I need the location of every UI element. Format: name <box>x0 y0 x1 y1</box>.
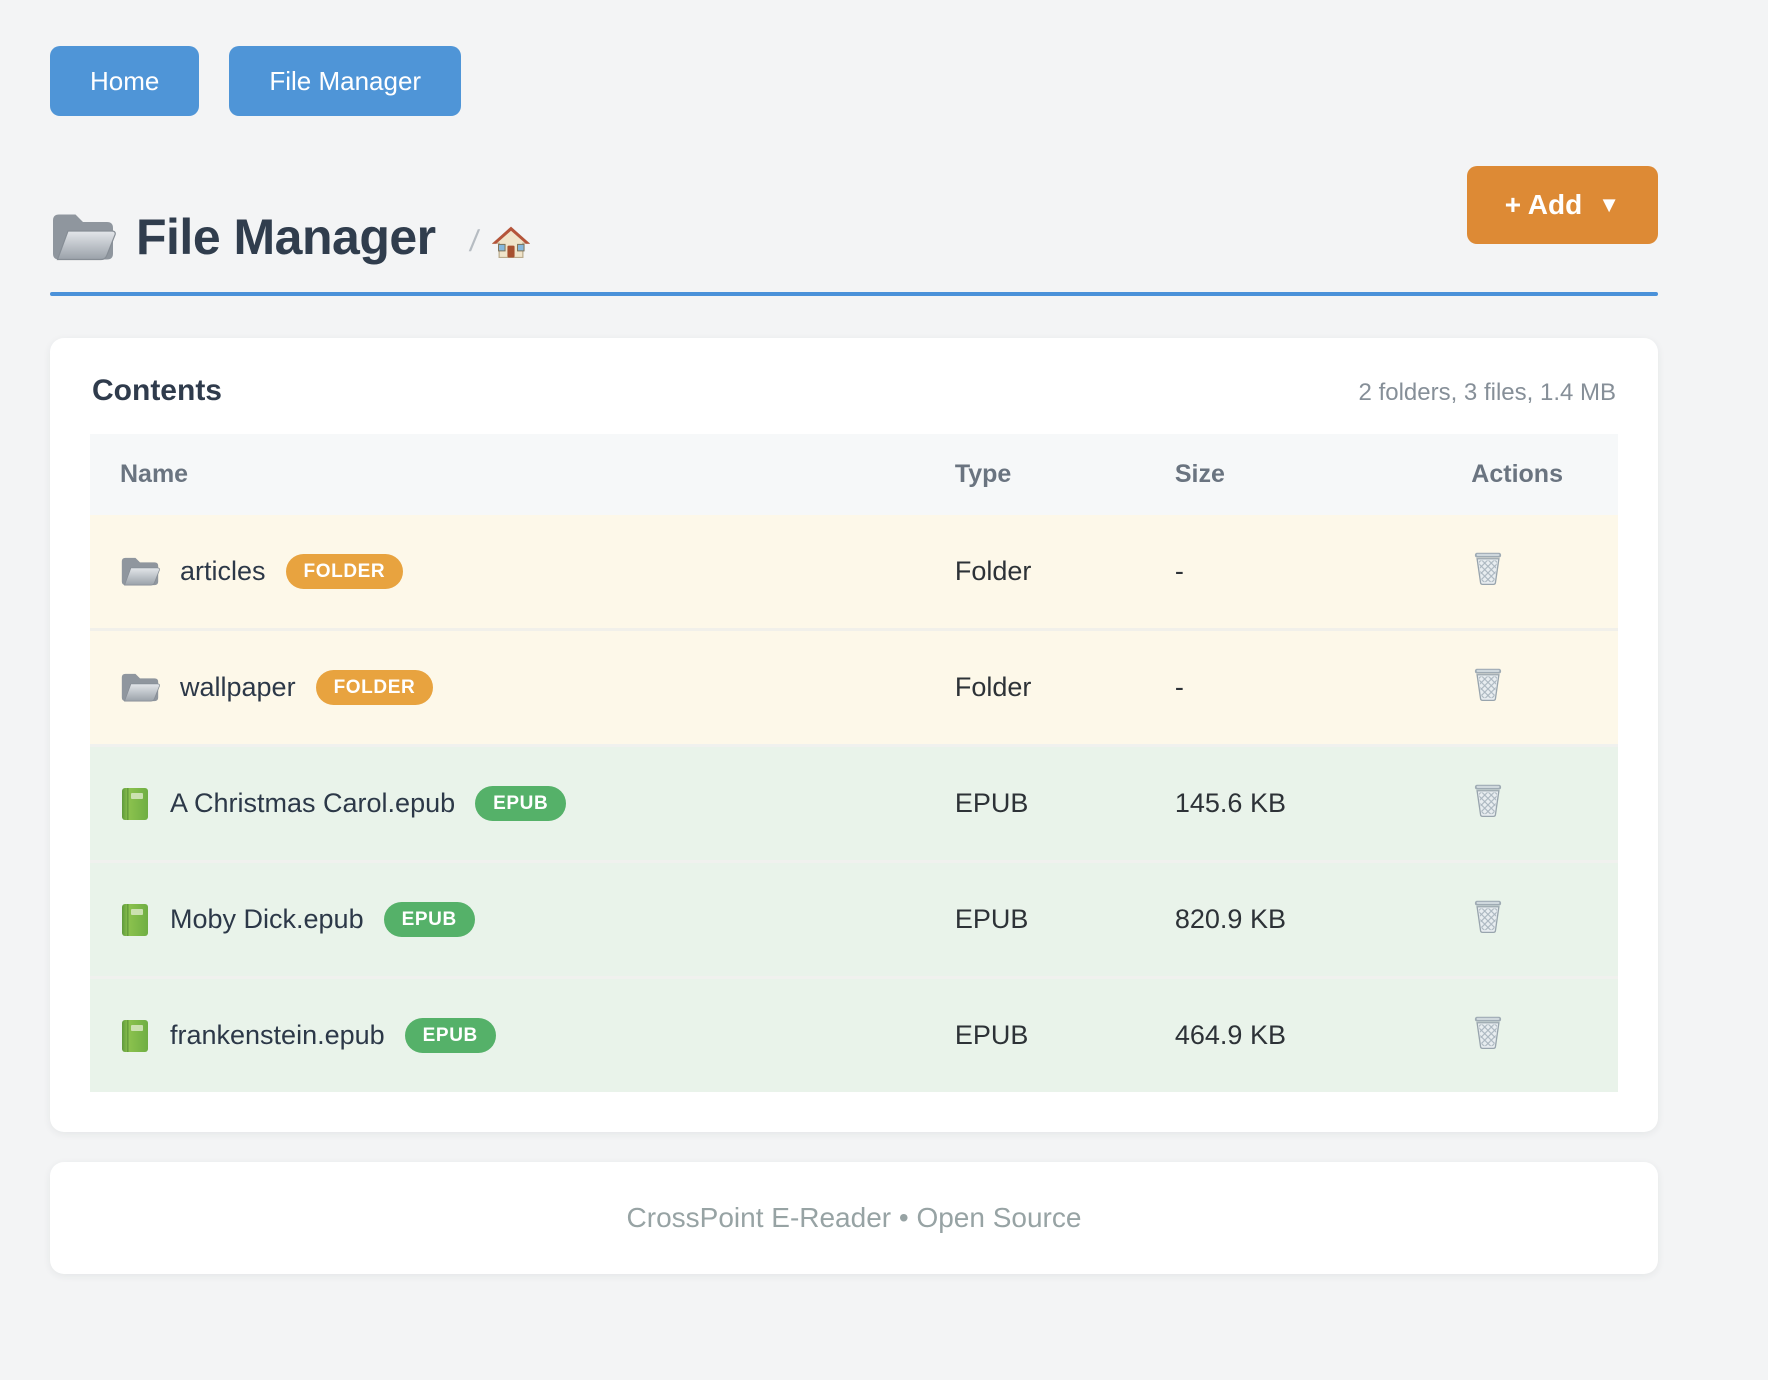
item-name-link[interactable]: frankenstein.epub <box>170 1020 385 1050</box>
folder-icon <box>120 554 160 589</box>
item-size: 820.9 KB <box>1174 904 1286 934</box>
delete-button[interactable] <box>1471 1014 1505 1050</box>
table-row: Moby Dick.epub EPUB EPUB 820.9 KB <box>90 861 1618 978</box>
page-title: File Manager <box>136 209 436 265</box>
home-icon[interactable] <box>491 225 530 259</box>
item-size: - <box>1174 672 1184 702</box>
column-header-size: Size <box>1174 434 1472 515</box>
item-type: Folder <box>954 672 1032 702</box>
table-header-row: Name Type Size Actions <box>90 434 1618 515</box>
contents-summary: 2 folders, 3 files, 1.4 MB <box>1358 379 1616 406</box>
footer: CrossPoint E-Reader • Open Source <box>50 1162 1658 1274</box>
footer-text: CrossPoint E-Reader • Open Source <box>626 1202 1082 1233</box>
type-badge: EPUB <box>404 1018 496 1053</box>
item-type: Folder <box>954 556 1032 586</box>
item-type: EPUB <box>954 788 1029 818</box>
delete-button[interactable] <box>1471 898 1505 934</box>
type-badge: FOLDER <box>315 670 434 705</box>
card-header: Contents 2 folders, 3 files, 1.4 MB <box>90 374 1618 434</box>
column-header-actions: Actions <box>1471 434 1618 515</box>
column-header-name: Name <box>90 434 955 515</box>
item-name-link[interactable]: Moby Dick.epub <box>170 904 364 934</box>
item-size: 464.9 KB <box>1174 1020 1286 1050</box>
home-button[interactable]: Home <box>50 46 200 116</box>
item-name-link[interactable]: wallpaper <box>180 672 296 702</box>
trash-icon <box>1471 1014 1505 1050</box>
table-row: frankenstein.epub EPUB EPUB 464.9 KB <box>90 977 1618 1092</box>
item-size: - <box>1174 556 1184 586</box>
table-row: articles FOLDER Folder - <box>90 515 1618 630</box>
top-nav: Home File Manager <box>50 46 1658 116</box>
table-row: A Christmas Carol.epub EPUB EPUB 145.6 K… <box>90 745 1618 862</box>
delete-button[interactable] <box>1471 550 1505 586</box>
page-header: File Manager / + Add ▼ <box>50 166 1658 266</box>
trash-icon <box>1471 898 1505 934</box>
folder-icon <box>50 208 116 266</box>
type-badge: EPUB <box>383 902 475 937</box>
add-button-label: + Add <box>1504 189 1583 220</box>
item-type: EPUB <box>954 1020 1029 1050</box>
page: Home File Manager File Manager / + Add ▼… <box>50 46 1658 1274</box>
trash-icon <box>1471 782 1505 818</box>
item-name-link[interactable]: A Christmas Carol.epub <box>170 788 456 818</box>
book-icon <box>120 902 150 938</box>
header-divider <box>50 292 1658 296</box>
type-badge: FOLDER <box>285 554 404 589</box>
type-badge: EPUB <box>475 786 567 821</box>
table-row: wallpaper FOLDER Folder - <box>90 629 1618 746</box>
delete-button[interactable] <box>1471 666 1505 702</box>
book-icon <box>120 1018 150 1054</box>
file-manager-button[interactable]: File Manager <box>229 46 462 116</box>
item-size: 145.6 KB <box>1174 788 1286 818</box>
breadcrumb-separator: / <box>467 225 481 258</box>
item-type: EPUB <box>954 904 1029 934</box>
breadcrumb: / <box>467 215 530 259</box>
item-name-link[interactable]: articles <box>180 556 266 586</box>
chevron-down-icon: ▼ <box>1598 192 1620 217</box>
add-button[interactable]: + Add ▼ <box>1466 166 1658 244</box>
column-header-type: Type <box>954 434 1175 515</box>
delete-button[interactable] <box>1471 782 1505 818</box>
folder-icon <box>120 670 160 705</box>
trash-icon <box>1471 550 1505 586</box>
title-group: File Manager / <box>50 166 530 266</box>
file-table: Name Type Size Actions articles FOLDER F… <box>90 434 1618 1092</box>
card-title: Contents <box>92 374 222 407</box>
book-icon <box>120 786 150 822</box>
trash-icon <box>1471 666 1505 702</box>
contents-card: Contents 2 folders, 3 files, 1.4 MB Name… <box>50 338 1658 1132</box>
